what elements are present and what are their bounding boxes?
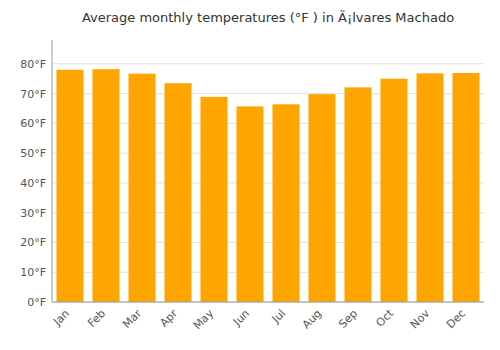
x-tick-label: Mar [120,307,144,331]
chart: Average monthly temperatures (°F ) in Ã¡… [0,0,500,350]
bar [129,74,156,302]
bar [309,94,336,302]
x-tick-label: Sep [336,307,360,331]
bar [273,104,300,302]
title: Average monthly temperatures (°F ) in Ã¡… [82,10,454,25]
x-tick-label: Dec [444,307,468,331]
x-tick-label: Feb [85,307,108,330]
y-tick-label: 20°F [20,236,46,249]
bar [381,79,408,302]
y-tick-label: 70°F [20,88,46,101]
x-tick-label: Oct [373,306,396,329]
x-tick-label: May [191,307,217,333]
bar [57,70,84,302]
x-tick-label: Aug [300,307,324,331]
bars [57,69,480,302]
bar [345,87,372,302]
bar [93,69,120,302]
y-tick-label: 10°F [20,266,46,279]
y-tick-label: 60°F [20,117,46,130]
y-tick-label: 0°F [27,296,46,309]
x-tick-label: Jun [230,307,252,329]
y-tick-label: 30°F [20,207,46,220]
x-tick-label: Jul [269,307,288,326]
bar [417,73,444,302]
grid-line [52,63,484,64]
x-axis-line [52,302,484,303]
x-tick-label: Jan [50,307,72,329]
x-tick-label: Nov [408,307,433,332]
y-axis-line [52,40,53,302]
grid-line [52,302,484,303]
bar [165,83,192,302]
bar [201,97,228,302]
x-tick-label: Apr [157,307,180,330]
bar [453,73,480,302]
y-tick-label: 40°F [20,177,46,190]
y-tick-label: 50°F [20,147,46,160]
grid [52,64,484,302]
y-tick-label: 80°F [20,58,46,71]
bar [237,106,264,302]
